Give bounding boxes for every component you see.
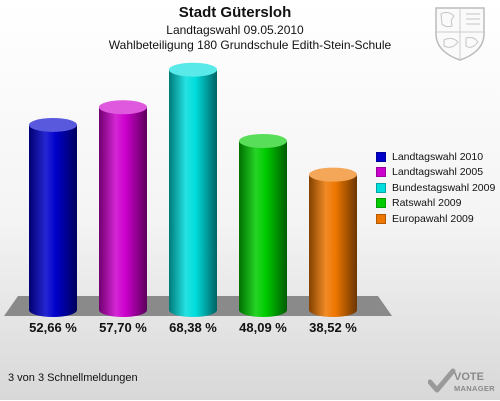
legend-item: Ratswahl 2009 — [376, 196, 495, 212]
data-label: 38,52 % — [309, 320, 357, 335]
legend-swatch — [376, 213, 386, 224]
legend-label: Ratswahl 2009 — [392, 197, 462, 210]
bar-body — [169, 69, 217, 317]
checkmark-icon — [427, 368, 456, 393]
data-label: 48,09 % — [239, 320, 287, 335]
legend-label: Landtagswahl 2010 — [392, 150, 484, 163]
legend-item: Landtagswahl 2010 — [376, 149, 495, 165]
legend-swatch — [376, 198, 386, 209]
legend-item: Europawahl 2009 — [376, 211, 495, 227]
bar — [169, 62, 217, 317]
bar-top — [309, 167, 357, 182]
data-label: 68,38 % — [169, 320, 217, 335]
legend-label: Landtagswahl 2005 — [392, 166, 484, 179]
brand-line-1: VOTE — [454, 371, 484, 383]
bar — [309, 167, 357, 317]
bar-body — [309, 174, 357, 317]
chart-subtitle: Landtagswahl 09.05.2010 — [166, 23, 304, 37]
data-label: 52,66 % — [29, 320, 77, 335]
bar-top — [99, 100, 147, 115]
footer-status: 3 von 3 Schnellmeldungen — [8, 372, 138, 384]
legend-swatch — [376, 182, 386, 193]
vote-manager-logo — [427, 368, 456, 401]
legend-label: Bundestagswahl 2009 — [392, 181, 496, 194]
bar-top — [29, 117, 77, 132]
legend-swatch — [376, 151, 386, 162]
legend: Landtagswahl 2010 Landtagswahl 2005 Bund… — [376, 149, 495, 227]
bar — [239, 133, 287, 317]
bar-top — [169, 62, 217, 77]
bar — [29, 117, 77, 317]
chart-title: Stadt Gütersloh — [178, 4, 292, 21]
coat-of-arms-icon — [432, 6, 488, 67]
chart-subtitle-2: Wahlbeteiligung 180 Grundschule Edith-St… — [108, 38, 392, 52]
bar-body — [239, 140, 287, 317]
legend-item: Landtagswahl 2005 — [376, 165, 495, 181]
legend-swatch — [376, 167, 386, 178]
legend-label: Europawahl 2009 — [392, 212, 474, 225]
vote-manager-text: VOTE MANAGER — [454, 372, 495, 394]
data-label: 57,70 % — [99, 320, 147, 335]
bar — [99, 100, 147, 318]
bar-body — [29, 124, 77, 317]
bar-body — [99, 107, 147, 318]
bar-top — [239, 133, 287, 148]
brand-line-2: MANAGER — [454, 384, 495, 393]
legend-item: Bundestagswahl 2009 — [376, 180, 495, 196]
